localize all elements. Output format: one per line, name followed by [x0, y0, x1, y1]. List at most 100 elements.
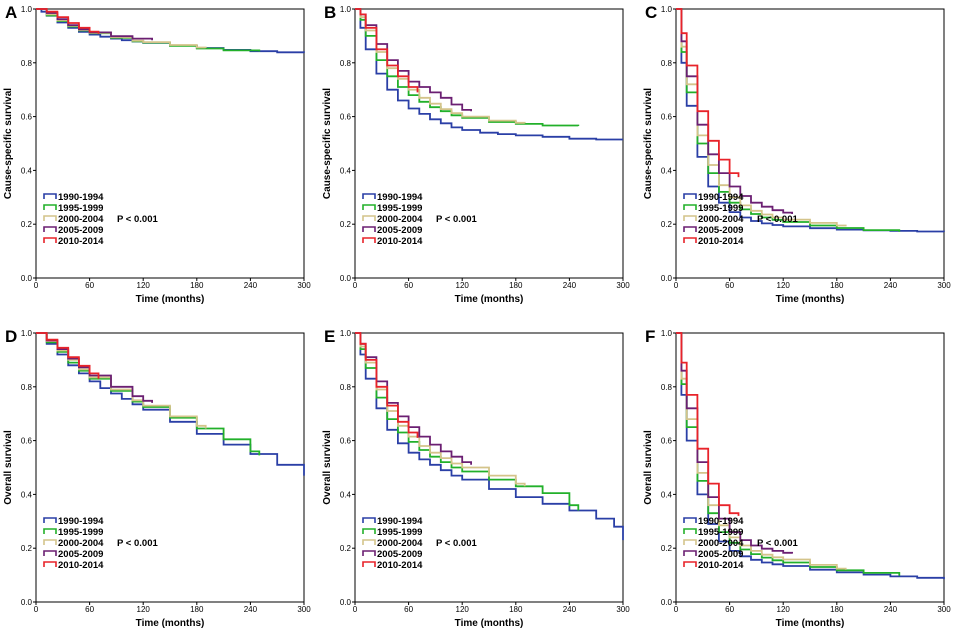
- survival-curve-1990-1994: [355, 8, 623, 141]
- legend-entry: 1990-1994: [377, 192, 423, 203]
- legend-entry: 1990-1994: [698, 192, 744, 203]
- x-tick-label: 0: [353, 605, 358, 614]
- x-tick-label: 240: [244, 281, 258, 290]
- x-tick-label: 300: [616, 281, 630, 290]
- panel-label: D: [5, 327, 17, 346]
- legend-swatch: [43, 539, 57, 545]
- panel-label: F: [645, 327, 655, 346]
- x-axis-title: Time (months): [136, 294, 205, 305]
- panel-label: C: [645, 3, 657, 22]
- y-tick-label: 0.2: [661, 220, 673, 229]
- legend-entry: 1995-1999: [698, 203, 743, 214]
- y-tick-label: 0.4: [340, 166, 352, 175]
- y-tick-label: 0.4: [21, 490, 33, 499]
- y-tick-label: 0.4: [661, 490, 673, 499]
- y-tick-label: 0.0: [340, 274, 352, 283]
- x-axis-title: Time (months): [776, 294, 845, 305]
- y-tick-label: 0.6: [340, 113, 352, 122]
- legend-swatch: [43, 528, 57, 534]
- legend-entry: 1995-1999: [698, 527, 743, 538]
- legend-entry: 1995-1999: [58, 203, 103, 214]
- legend-swatch: [362, 528, 376, 534]
- y-tick-label: 0.0: [21, 274, 33, 283]
- y-tick-label: 0.4: [340, 490, 352, 499]
- y-tick-label: 0.0: [21, 598, 33, 607]
- legend-swatch: [683, 237, 697, 243]
- y-tick-label: 0.6: [21, 113, 33, 122]
- x-tick-label: 300: [616, 605, 630, 614]
- y-axis-title: Cause-specific survival: [3, 88, 14, 199]
- legend-swatch: [683, 517, 697, 523]
- y-axis-title: Overall survival: [643, 430, 654, 505]
- y-tick-label: 0.0: [661, 598, 673, 607]
- y-tick-label: 1.0: [661, 5, 673, 14]
- legend-entry: 1995-1999: [377, 527, 422, 538]
- x-tick-label: 240: [244, 605, 258, 614]
- survival-curve-2000-2004: [676, 8, 847, 227]
- legend-entry: 2000-2004: [698, 538, 744, 549]
- legend-entry: 2005-2009: [58, 549, 103, 560]
- legend-entry: 1995-1999: [377, 203, 422, 214]
- legend-swatch: [683, 539, 697, 545]
- y-tick-label: 1.0: [661, 329, 673, 338]
- x-tick-label: 60: [85, 281, 94, 290]
- legend-entry: 2000-2004: [58, 214, 104, 225]
- panel-c: C 0.0 0.2 0.4 0.6 0.8 1.0 0 60 120 180 240 300 Time (…: [643, 3, 951, 305]
- survival-curve-2005-2009: [36, 8, 153, 41]
- survival-curve-1990-1994: [355, 332, 624, 541]
- legend-swatch: [362, 517, 376, 523]
- legend-swatch: [683, 550, 697, 556]
- x-axis-title: Time (months): [136, 618, 205, 629]
- x-tick-label: 0: [34, 605, 39, 614]
- x-tick-label: 240: [563, 605, 577, 614]
- legend-entry: 2010-2014: [58, 236, 104, 247]
- legend-swatch: [43, 517, 57, 523]
- legend-swatch: [362, 215, 376, 221]
- legend-swatch: [362, 550, 376, 556]
- y-tick-label: 0.8: [661, 383, 673, 392]
- legend-entry: 2005-2009: [377, 549, 422, 560]
- legend-entry: 2010-2014: [698, 236, 744, 247]
- x-tick-label: 300: [937, 281, 951, 290]
- p-value-label: P < 0.001: [117, 214, 158, 225]
- legend-entry: 2010-2014: [377, 236, 423, 247]
- x-tick-label: 120: [456, 281, 470, 290]
- p-value-label: P < 0.001: [436, 538, 477, 549]
- legend-entry: 2005-2009: [377, 225, 422, 236]
- p-value-label: P < 0.001: [436, 214, 477, 225]
- legend-entry: 1995-1999: [58, 527, 103, 538]
- x-tick-label: 120: [777, 281, 791, 290]
- legend-swatch: [43, 215, 57, 221]
- legend-entry: 1990-1994: [377, 516, 423, 527]
- x-axis-title: Time (months): [455, 618, 524, 629]
- survival-curve-2010-2014: [355, 8, 419, 93]
- x-tick-label: 60: [404, 605, 413, 614]
- p-value-label: P < 0.001: [757, 538, 798, 549]
- y-tick-label: 0.2: [21, 220, 33, 229]
- legend-swatch: [683, 226, 697, 232]
- x-tick-label: 60: [725, 281, 734, 290]
- y-tick-label: 0.8: [21, 383, 33, 392]
- x-tick-label: 180: [190, 605, 204, 614]
- x-tick-label: 180: [830, 605, 844, 614]
- x-tick-label: 300: [297, 605, 311, 614]
- y-tick-label: 0.6: [661, 113, 673, 122]
- survival-curve-2010-2014: [36, 8, 100, 34]
- legend-swatch: [43, 204, 57, 210]
- x-tick-label: 180: [830, 281, 844, 290]
- x-tick-label: 60: [85, 605, 94, 614]
- survival-curve-2010-2014: [676, 332, 740, 516]
- y-tick-label: 0.8: [340, 383, 352, 392]
- x-tick-label: 240: [884, 605, 898, 614]
- x-tick-label: 120: [456, 605, 470, 614]
- y-tick-label: 1.0: [340, 5, 352, 14]
- legend-swatch: [362, 539, 376, 545]
- legend-entry: 2010-2014: [377, 560, 423, 571]
- x-tick-label: 300: [937, 605, 951, 614]
- y-tick-label: 0.6: [661, 437, 673, 446]
- y-axis-title: Cause-specific survival: [322, 88, 333, 199]
- legend-entry: 2010-2014: [58, 560, 104, 571]
- legend-swatch: [362, 193, 376, 199]
- legend-swatch: [362, 204, 376, 210]
- panel-label: E: [324, 327, 335, 346]
